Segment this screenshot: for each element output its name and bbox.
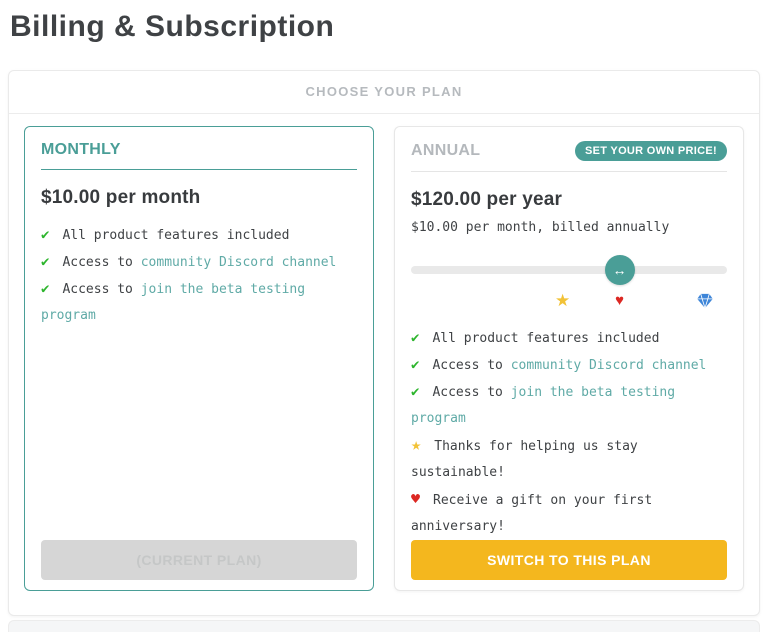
feature-item: ✔ Access to join the beta testing program <box>411 379 727 432</box>
next-section-top-edge <box>8 620 760 632</box>
monthly-plan-card: MONTHLY $10.00 per month ✔ All product fe… <box>24 126 374 591</box>
feature-text: All product features included <box>62 228 290 243</box>
heart-icon: ♥ <box>411 490 421 508</box>
annual-plan-title: ANNUAL <box>411 142 481 159</box>
choose-plan-panel: CHOOSE YOUR PLAN MONTHLY $10.00 per mont… <box>8 70 760 616</box>
monthly-feature-list: ✔ All product features included ✔ Access to… <box>41 222 357 329</box>
feature-item: ✔ Access to community Discord channel <box>41 249 357 276</box>
annual-feature-list: ✔ All product features included ✔ Access to… <box>411 325 727 540</box>
plans-container: MONTHLY $10.00 per month ✔ All product fe… <box>9 114 759 615</box>
gem-icon <box>696 290 713 312</box>
divider <box>41 169 357 170</box>
annual-price: $120.00 per year <box>411 189 563 210</box>
check-icon: ✔ <box>41 227 50 243</box>
feature-link[interactable]: community Discord channel <box>140 255 337 270</box>
feature-text: All product features included <box>432 331 660 346</box>
heart-icon: ♥ <box>615 292 624 309</box>
star-icon: ★ <box>411 435 422 455</box>
feature-item: ★ Thanks for helping us stay sustainable! <box>411 432 727 486</box>
feature-item: ✔ Access to community Discord channel <box>411 352 727 379</box>
panel-header-label: CHOOSE YOUR PLAN <box>305 84 463 99</box>
slider-track[interactable] <box>411 266 727 274</box>
feature-item: ✔ Access to join the beta testing program <box>41 276 357 329</box>
feature-item: ✔ All product features included <box>41 222 357 249</box>
check-icon: ✔ <box>41 281 50 297</box>
feature-text: Receive a gift on your first anniversary… <box>411 493 653 534</box>
monthly-plan-title: MONTHLY <box>41 141 121 158</box>
star-icon: ★ <box>555 291 571 310</box>
feature-item: ✔ All product features included <box>411 325 727 352</box>
switch-to-this-plan-button[interactable]: SWITCH TO THIS PLAN <box>411 540 727 580</box>
feature-text: Access to <box>62 282 141 297</box>
annual-price-subtext: $10.00 per month, billed annually <box>411 220 670 235</box>
check-icon: ✔ <box>411 357 420 373</box>
feature-item: ♥ Receive a gift on your first anniversar… <box>411 486 727 540</box>
feature-text: Access to <box>432 385 511 400</box>
divider <box>411 171 727 172</box>
slider-marker-row: ★ ♥ <box>411 290 727 312</box>
page-title: Billing & Subscription <box>10 10 335 43</box>
feature-text: Access to <box>62 255 141 270</box>
feature-text: Thanks for helping us stay sustainable! <box>411 439 638 480</box>
monthly-price: $10.00 per month <box>41 187 201 208</box>
panel-header: CHOOSE YOUR PLAN <box>9 71 759 114</box>
annual-plan-card: ANNUAL SET YOUR OWN PRICE! $120.00 per y… <box>394 126 744 591</box>
feature-text: Access to <box>432 358 511 373</box>
set-your-own-price-badge: SET YOUR OWN PRICE! <box>574 141 727 161</box>
check-icon: ✔ <box>411 384 420 400</box>
feature-link[interactable]: community Discord channel <box>510 358 707 373</box>
current-plan-button[interactable]: (CURRENT PLAN) <box>41 540 357 580</box>
feature-link[interactable]: join the beta testing program <box>41 282 306 323</box>
check-icon: ✔ <box>411 330 420 346</box>
slider-handle-glyph: ↔ <box>612 262 627 278</box>
check-icon: ✔ <box>41 254 50 270</box>
arrows-horizontal-icon[interactable]: ↔ <box>604 255 635 285</box>
price-slider[interactable]: ↔ <box>411 255 727 285</box>
feature-link[interactable]: join the beta testing program <box>411 385 676 426</box>
